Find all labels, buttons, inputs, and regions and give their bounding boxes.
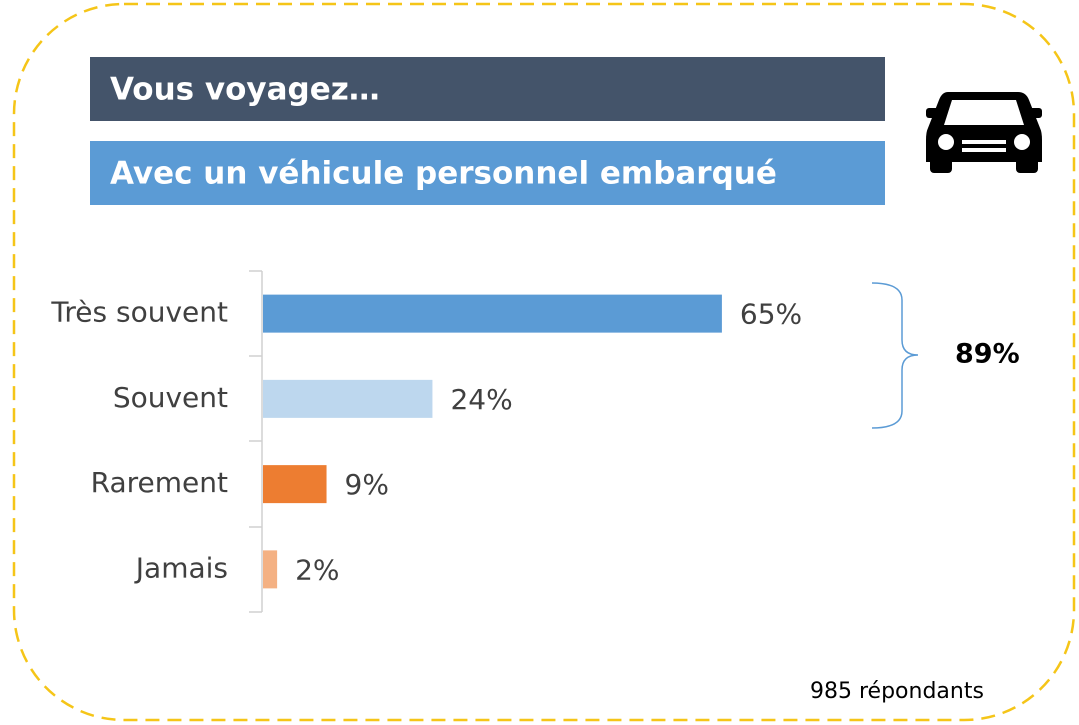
value-label: 9% xyxy=(345,468,389,501)
chart-subtitle: Avec un véhicule personnel embarqué xyxy=(110,156,777,192)
respondents-note: 985 répondants xyxy=(810,679,984,704)
dashed-frame xyxy=(12,2,1076,722)
bracket-total: 89% xyxy=(955,339,1020,370)
category-label: Souvent xyxy=(113,381,228,414)
category-label: Rarement xyxy=(91,466,228,499)
value-label: 2% xyxy=(295,553,339,586)
bar xyxy=(263,379,433,418)
bar xyxy=(263,550,278,589)
car-icon xyxy=(926,92,1042,173)
bracket xyxy=(871,282,919,429)
value-label: 65% xyxy=(740,298,802,331)
bar xyxy=(263,294,722,333)
category-label: Jamais xyxy=(134,551,228,584)
category-axis xyxy=(249,270,263,613)
value-label: 24% xyxy=(450,383,512,416)
title-banner xyxy=(90,57,885,121)
chart-title: Vous voyagez… xyxy=(110,72,380,108)
bar xyxy=(263,465,327,504)
subtitle-banner xyxy=(90,141,885,205)
category-label: Très souvent xyxy=(50,296,228,329)
